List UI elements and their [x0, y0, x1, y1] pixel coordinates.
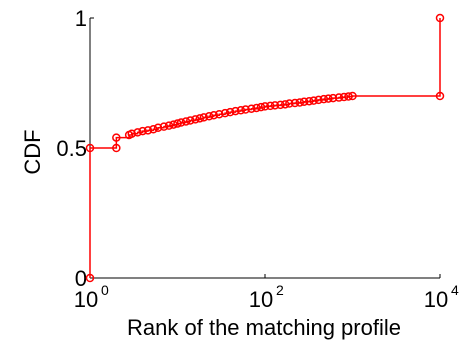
y-axis-label: CDF	[20, 129, 45, 174]
data-point	[164, 121, 174, 130]
data-point	[225, 107, 235, 117]
cdf-line	[89, 18, 441, 278]
data-point	[159, 122, 169, 131]
data-point	[199, 113, 209, 122]
data-point	[231, 106, 240, 116]
data-point	[309, 96, 318, 105]
x-tick-label: 10	[249, 287, 273, 312]
data-point	[290, 98, 300, 108]
series-layer	[85, 13, 445, 283]
data-point	[247, 104, 256, 113]
x-axis-label: Rank of the matching profile	[127, 315, 401, 340]
data-point	[241, 105, 250, 114]
data-point	[214, 109, 224, 119]
data-point	[280, 100, 290, 109]
data-point	[176, 118, 186, 127]
data-point	[339, 92, 349, 102]
data-point	[149, 125, 158, 134]
y-tick-label: 0	[75, 266, 87, 291]
data-point	[348, 91, 357, 101]
data-point	[195, 114, 205, 123]
data-point	[204, 112, 214, 121]
x-tick-exponent: 4	[451, 282, 459, 298]
data-point	[186, 116, 195, 125]
data-point	[319, 94, 329, 104]
data-point	[324, 94, 333, 103]
y-tick-label: 0.5	[56, 136, 87, 161]
x-tick-exponent: 2	[276, 282, 284, 298]
data-point	[299, 97, 309, 106]
data-point	[344, 92, 353, 101]
data-point	[209, 110, 219, 120]
data-point	[304, 96, 314, 106]
data-point	[169, 120, 178, 129]
x-tick-label: 10	[74, 287, 98, 312]
data-point	[276, 100, 285, 110]
x-tick-label: 10	[424, 287, 448, 312]
x-tick-exponent: 0	[101, 282, 109, 298]
data-point	[112, 133, 121, 142]
data-point	[295, 98, 305, 107]
data-point	[85, 143, 95, 153]
data-point	[285, 99, 294, 108]
data-point	[334, 93, 344, 102]
data-point	[236, 106, 246, 115]
data-point	[173, 119, 182, 128]
data-point	[143, 126, 153, 135]
axes	[89, 18, 440, 279]
data-point	[256, 102, 266, 112]
data-point	[252, 103, 261, 113]
data-point	[435, 13, 445, 23]
data-point	[220, 108, 230, 118]
data-point	[266, 101, 275, 111]
data-point	[112, 143, 121, 153]
data-point	[328, 93, 338, 103]
data-point	[260, 102, 270, 111]
data-point	[181, 117, 191, 126]
data-point	[127, 129, 136, 138]
y-tick-label: 1	[75, 6, 87, 31]
data-point	[138, 126, 147, 136]
data-point	[133, 128, 142, 137]
data-point	[435, 91, 445, 101]
data-point	[85, 273, 95, 283]
data-point	[153, 123, 163, 132]
data-point	[314, 95, 323, 105]
data-point	[270, 101, 280, 110]
data-point	[191, 115, 200, 124]
